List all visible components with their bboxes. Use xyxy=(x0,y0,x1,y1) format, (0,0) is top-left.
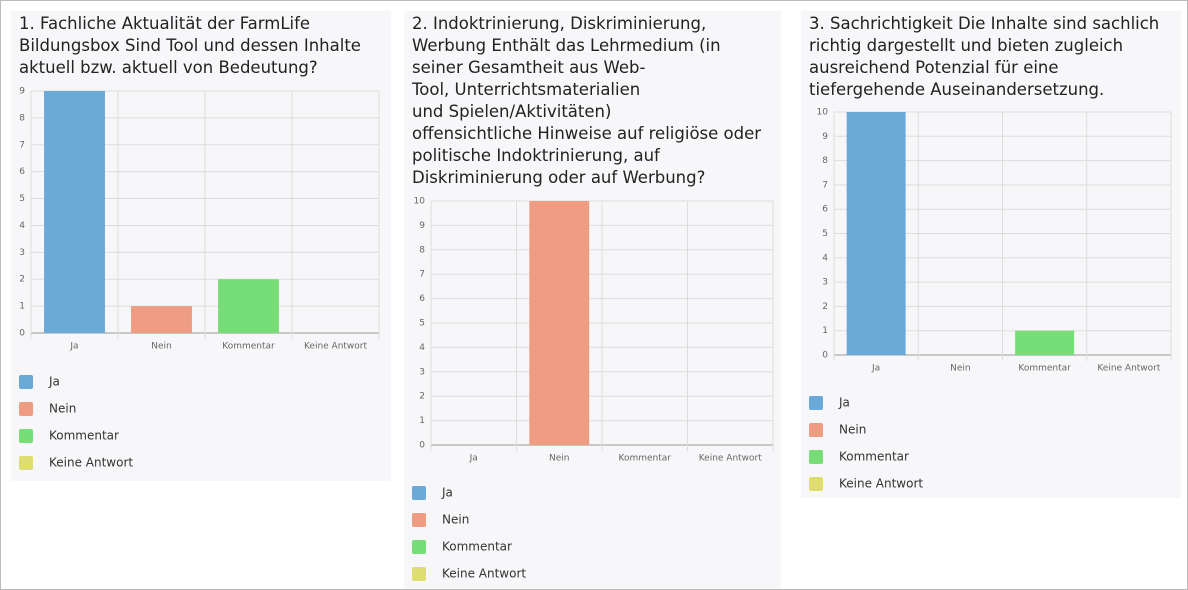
y-tick-label: 2 xyxy=(822,302,828,312)
legend-label: Kommentar xyxy=(49,429,119,443)
x-tick-label: Keine Antwort xyxy=(699,454,763,464)
y-tick-label: 1 xyxy=(19,302,25,312)
y-tick-label: 7 xyxy=(419,270,425,280)
x-tick-label: Nein xyxy=(950,364,970,374)
y-tick-label: 10 xyxy=(817,108,829,118)
y-tick-label: 7 xyxy=(19,140,25,150)
chart-panel: 0 1 2 3 4 5 6 7 8 9 Ja Ja Nein Nein Kommentar Kommentar… xyxy=(11,11,391,481)
y-tick-label: 8 xyxy=(419,245,425,255)
x-tick-label: Keine Antwort xyxy=(304,342,368,352)
legend-label: Keine Antwort xyxy=(442,567,526,581)
y-tick-label: 4 xyxy=(419,343,425,353)
chart: 0 1 2 3 4 5 6 7 8 9 10 Ja Ja Nein Nein Kommentar Komment… xyxy=(809,108,1172,491)
y-tick-label: 5 xyxy=(19,194,25,204)
bar xyxy=(218,279,279,333)
chart-title: 2. Indoktrinierung, Diskriminierung, Wer… xyxy=(412,14,762,187)
y-tick-label: 6 xyxy=(19,167,25,177)
legend-label: Kommentar xyxy=(442,540,512,554)
legend-swatch xyxy=(19,456,33,470)
bar xyxy=(846,112,906,355)
bar xyxy=(1015,330,1075,355)
chart-title: 3. Sachrichtigkeit Die Inhalte sind sach… xyxy=(809,14,1160,99)
y-tick-label: 1 xyxy=(419,416,425,426)
y-tick-label: 1 xyxy=(822,326,828,336)
legend-label: Kommentar xyxy=(839,450,909,464)
legend-label: Ja xyxy=(441,486,453,500)
legend-label: Ja xyxy=(48,375,60,389)
y-tick-label: 4 xyxy=(822,253,828,263)
x-tick-label: Ja xyxy=(469,454,478,464)
legend-swatch xyxy=(809,477,823,491)
legend-label: Keine Antwort xyxy=(49,456,133,470)
y-tick-label: 4 xyxy=(19,221,25,231)
x-tick-label: Nein xyxy=(549,454,569,464)
y-tick-label: 7 xyxy=(822,180,828,190)
legend-label: Nein xyxy=(442,513,469,527)
legend-label: Ja xyxy=(838,396,850,410)
y-tick-label: 9 xyxy=(419,221,425,231)
legend-swatch xyxy=(809,423,823,437)
y-tick-label: 0 xyxy=(419,441,425,451)
x-tick-label: Nein xyxy=(151,342,171,352)
x-tick-label: Keine Antwort xyxy=(1097,364,1161,374)
y-tick-label: 5 xyxy=(822,229,828,239)
legend-label: Nein xyxy=(49,402,76,416)
y-tick-label: 2 xyxy=(419,392,425,402)
chart: 0 1 2 3 4 5 6 7 8 9 Ja Ja Nein Nein Kommentar Kommentar… xyxy=(19,87,380,470)
x-tick-label: Kommentar xyxy=(222,342,275,352)
y-tick-label: 5 xyxy=(419,319,425,329)
y-tick-label: 3 xyxy=(419,367,425,377)
y-tick-label: 6 xyxy=(822,205,828,215)
legend-swatch xyxy=(412,540,426,554)
legend-swatch xyxy=(412,513,426,527)
chart: 0 1 2 3 4 5 6 7 8 9 10 Ja Ja Nein Nein Kommentar Komment… xyxy=(412,197,774,581)
y-tick-label: 0 xyxy=(822,351,828,361)
chart-panel: 0 1 2 3 4 5 6 7 8 9 10 Ja Ja Nein Nein Kommentar Komment… xyxy=(404,11,781,589)
y-tick-label: 3 xyxy=(19,248,25,258)
x-tick-label: Ja xyxy=(871,364,880,374)
y-tick-label: 0 xyxy=(19,329,25,339)
legend-swatch xyxy=(412,567,426,581)
chart-title: 1. Fachliche Aktualität der FarmLife Bil… xyxy=(19,14,361,77)
legend-swatch xyxy=(412,486,426,500)
y-tick-label: 9 xyxy=(19,87,25,97)
x-tick-label: Kommentar xyxy=(1018,364,1071,374)
legend-swatch xyxy=(19,402,33,416)
legend-label: Keine Antwort xyxy=(839,477,923,491)
legend-label: Nein xyxy=(839,423,866,437)
y-tick-label: 2 xyxy=(19,275,25,285)
legend-swatch xyxy=(19,375,33,389)
legend-swatch xyxy=(809,450,823,464)
y-tick-label: 8 xyxy=(822,156,828,166)
legend-swatch xyxy=(19,429,33,443)
y-tick-label: 8 xyxy=(19,113,25,123)
y-tick-label: 6 xyxy=(419,294,425,304)
bar xyxy=(131,306,192,333)
chart-panel: 0 1 2 3 4 5 6 7 8 9 10 Ja Ja Nein Nein Kommentar Komment… xyxy=(801,11,1181,498)
y-tick-label: 9 xyxy=(822,132,828,142)
legend-swatch xyxy=(809,396,823,410)
x-tick-label: Ja xyxy=(69,342,78,352)
bar xyxy=(529,201,590,445)
bar xyxy=(44,91,105,333)
y-tick-label: 10 xyxy=(414,197,426,207)
y-tick-label: 3 xyxy=(822,278,828,288)
x-tick-label: Kommentar xyxy=(619,454,672,464)
